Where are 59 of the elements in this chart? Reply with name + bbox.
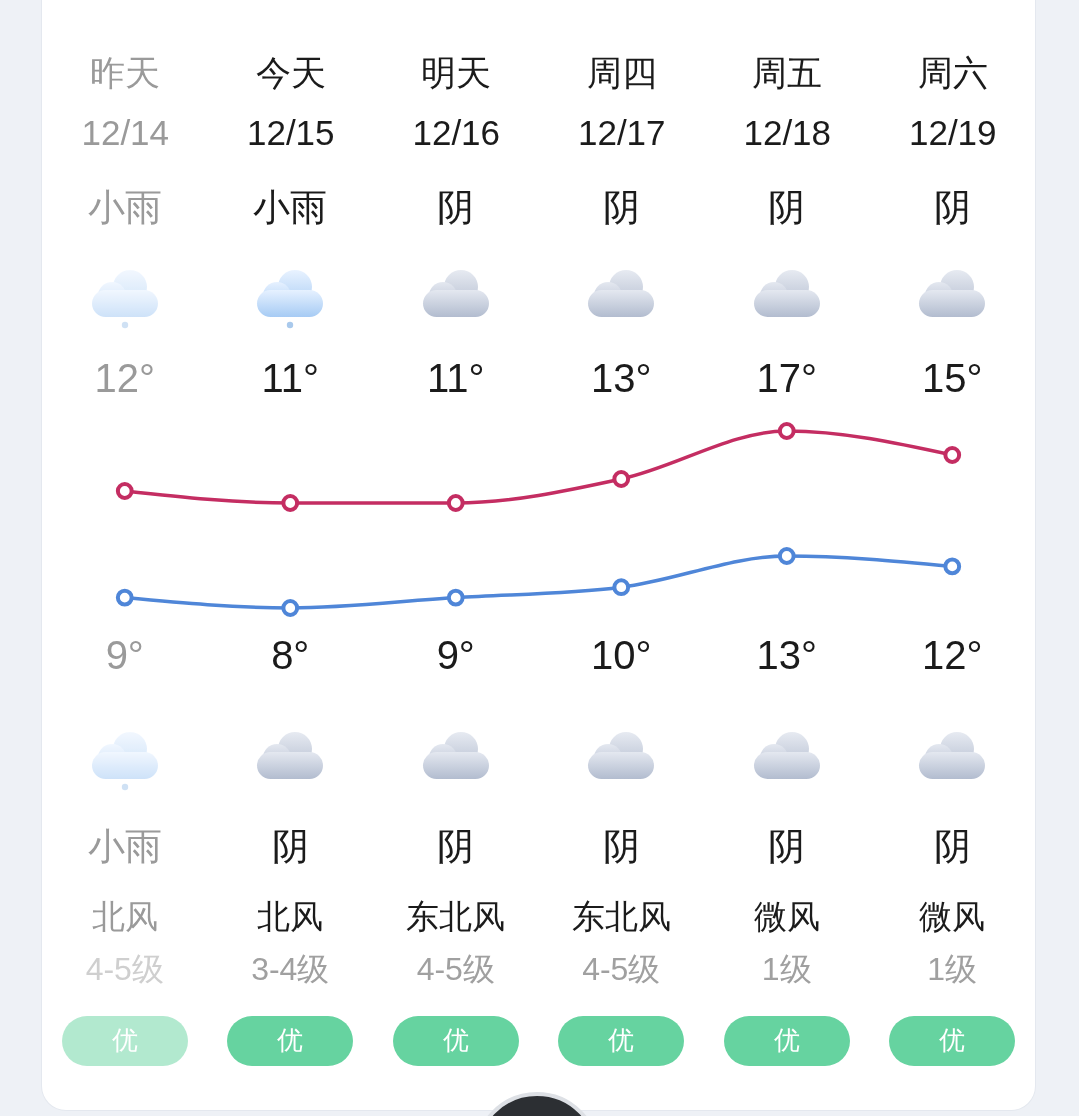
text: 阴: [271, 826, 309, 867]
text: 阴: [768, 826, 806, 867]
text: 微风: [753, 898, 820, 935]
text: 北风: [91, 898, 158, 935]
text: 小雨: [87, 826, 162, 867]
point: [777, 422, 796, 440]
text: 3-4级: [251, 951, 330, 987]
data-label: 13°: [591, 356, 652, 400]
text: 阴: [933, 187, 971, 228]
text: 阴: [437, 187, 475, 228]
point: [281, 494, 300, 512]
point: [777, 547, 796, 565]
text: 优: [773, 1025, 800, 1055]
data-label: 12°: [922, 633, 983, 677]
text: 优: [939, 1025, 966, 1055]
data-label: 9°: [105, 633, 144, 677]
point: [115, 588, 134, 607]
data-label: 12°: [94, 356, 155, 400]
data-label: 15°: [922, 356, 983, 400]
x-tick-label: 周六 12/19: [908, 52, 997, 152]
text: 优: [442, 1025, 469, 1055]
data-label: 11°: [426, 356, 485, 400]
data-label: 11°: [261, 356, 320, 400]
point: [612, 470, 631, 488]
point: [446, 588, 465, 607]
text: 东北风: [571, 898, 671, 935]
text: 4-5级: [582, 951, 661, 987]
text: 优: [277, 1025, 304, 1055]
text: 北风: [257, 898, 324, 935]
point: [281, 599, 300, 617]
text: 东北风: [406, 898, 506, 935]
point: [943, 557, 962, 576]
text: 阴: [933, 826, 971, 867]
text: 优: [111, 1025, 138, 1055]
text: 阴: [602, 826, 640, 867]
text: 阴: [602, 187, 640, 228]
data-label: 10°: [591, 633, 652, 677]
text: 小雨: [87, 187, 162, 228]
text: 4-5级: [416, 951, 495, 987]
text: 1级: [927, 951, 978, 987]
point: [115, 482, 134, 500]
x-tick-label: 今天 12/15: [246, 52, 335, 152]
x-tick-label: 周五 12/18: [743, 52, 832, 152]
text: 阴: [768, 187, 806, 228]
text: 优: [608, 1025, 635, 1055]
data-label: 13°: [756, 633, 817, 677]
text: 阴: [437, 826, 475, 867]
text: 小雨: [253, 187, 328, 228]
point: [943, 446, 962, 464]
data-label: 8°: [271, 633, 310, 677]
x-tick-label: 昨天 12/14: [81, 52, 170, 152]
text: 1级: [761, 951, 812, 987]
x-tick-label: 明天 12/16: [412, 52, 501, 152]
text: 微风: [919, 898, 986, 935]
data-label: 17°: [756, 356, 817, 400]
x-tick-label: 周四 12/17: [577, 52, 666, 152]
data-label: 9°: [436, 633, 475, 677]
point: [446, 494, 465, 512]
point: [612, 578, 631, 597]
